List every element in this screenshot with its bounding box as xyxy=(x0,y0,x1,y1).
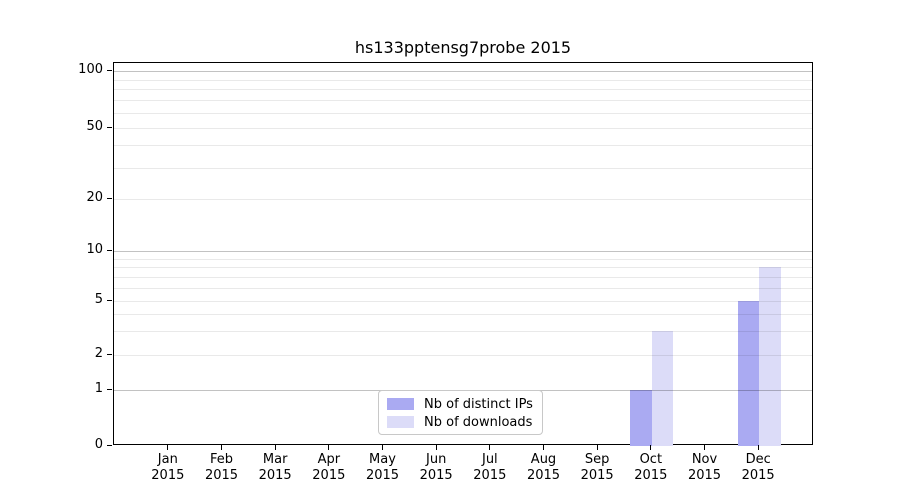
bar-oct-distinct-ips xyxy=(630,390,652,446)
y-tick-mark-0 xyxy=(107,445,112,446)
x-tick-label-jan: Jan 2015 xyxy=(151,452,185,483)
x-tick-mark-apr xyxy=(328,445,330,450)
x-tick-mark-jan xyxy=(167,445,169,450)
x-tick-label-feb: Feb 2015 xyxy=(204,452,239,483)
y-tick-label-10: 10 xyxy=(86,242,103,257)
y-tick-mark-50 xyxy=(107,127,112,128)
chart-title: hs133pptensg7probe 2015 xyxy=(354,38,572,57)
gridline-4 xyxy=(114,314,812,316)
gridline-7 xyxy=(114,276,812,278)
x-tick-mark-feb xyxy=(221,445,222,450)
gridline-3 xyxy=(114,331,812,333)
y-tick-mark-5 xyxy=(107,300,112,301)
plot-area xyxy=(113,62,813,446)
y-tick-label-100: 100 xyxy=(78,62,103,77)
bar-dec-downloads xyxy=(759,267,781,446)
x-tick-label-apr: Apr 2015 xyxy=(312,452,346,483)
y-tick-label-2: 2 xyxy=(94,346,103,361)
legend-item-downloads: Nb of downloads xyxy=(387,413,534,431)
legend-label-distinct-ips: Nb of distinct IPs xyxy=(424,396,533,412)
x-tick-label-mar: Mar 2015 xyxy=(258,452,292,483)
x-tick-label-dec: Dec 2015 xyxy=(741,452,775,483)
x-tick-label-jul: Jul 2015 xyxy=(473,452,507,483)
y-tick-mark-10 xyxy=(107,250,112,251)
gridline-5 xyxy=(114,301,812,302)
x-tick-label-nov: Nov 2015 xyxy=(687,452,722,483)
gridline-6 xyxy=(114,287,812,289)
x-tick-mark-oct xyxy=(650,445,652,450)
gridline-10 xyxy=(114,251,812,252)
y-tick-label-50: 50 xyxy=(86,119,103,134)
gridline-30 xyxy=(114,167,812,169)
legend-label-downloads: Nb of downloads xyxy=(424,414,533,430)
gridline-40 xyxy=(114,145,812,147)
y-tick-mark-1 xyxy=(107,389,112,390)
y-tick-mark-20 xyxy=(107,198,112,199)
gridline-90 xyxy=(114,79,812,81)
x-tick-mark-mar xyxy=(274,445,276,450)
bar-oct-downloads xyxy=(651,331,674,446)
x-tick-label-jun: Jun 2015 xyxy=(419,452,453,483)
legend: Nb of distinct IPs Nb of downloads xyxy=(378,390,543,435)
x-tick-label-may: May 2015 xyxy=(365,452,400,483)
gridline-80 xyxy=(114,89,812,91)
y-tick-label-5: 5 xyxy=(94,292,103,307)
gridline-2 xyxy=(114,355,812,356)
x-tick-label-oct: Oct 2015 xyxy=(634,452,668,483)
gridline-100 xyxy=(114,71,812,72)
x-tick-mark-may xyxy=(382,445,383,450)
x-tick-mark-sep xyxy=(596,445,598,450)
bar-dec-distinct-ips xyxy=(737,301,760,446)
y-tick-label-1: 1 xyxy=(94,381,103,396)
x-tick-label-aug: Aug 2015 xyxy=(526,452,561,483)
gridline-9 xyxy=(114,258,812,260)
gridline-20 xyxy=(114,199,812,200)
legend-swatch-distinct-ips xyxy=(387,398,414,410)
legend-swatch-downloads xyxy=(387,416,414,428)
x-tick-label-sep: Sep 2015 xyxy=(580,452,614,483)
y-tick-label-20: 20 xyxy=(86,190,103,205)
y-tick-mark-100 xyxy=(107,70,112,71)
x-tick-mark-jul xyxy=(489,445,491,450)
x-tick-mark-nov xyxy=(704,445,705,450)
x-tick-mark-aug xyxy=(543,445,544,450)
gridline-60 xyxy=(114,113,812,114)
y-tick-label-0: 0 xyxy=(94,437,103,452)
x-tick-mark-dec xyxy=(757,445,759,450)
gridline-50 xyxy=(114,128,812,129)
y-tick-mark-2 xyxy=(107,354,112,355)
gridline-8 xyxy=(114,267,812,269)
legend-item-distinct-ips: Nb of distinct IPs xyxy=(387,395,534,413)
x-tick-mark-jun xyxy=(435,445,437,450)
gridline-70 xyxy=(114,100,812,102)
